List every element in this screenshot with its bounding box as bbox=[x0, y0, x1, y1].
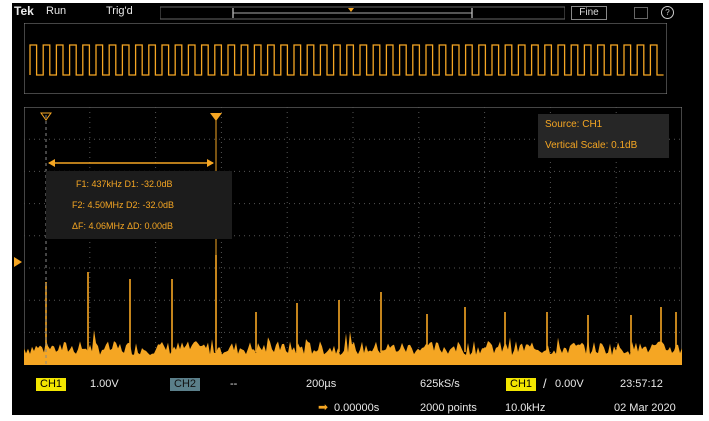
cursor-2-marker bbox=[210, 113, 222, 121]
horizontal-scale[interactable]: 200µs bbox=[306, 378, 337, 390]
run-state[interactable]: Run bbox=[46, 5, 67, 17]
measurement-line-2: F2: 4.50MHz D2: -32.0dB bbox=[72, 200, 175, 210]
ch1-badge[interactable]: CH1 bbox=[36, 378, 67, 391]
help-circle-icon[interactable]: ? bbox=[661, 6, 674, 19]
trigger-level[interactable]: 0.00V bbox=[555, 378, 584, 390]
vertical-scale-label: Vertical Scale: 0.1dB bbox=[545, 140, 638, 151]
source-label: Source: CH1 bbox=[545, 119, 603, 130]
record-view-bar[interactable] bbox=[160, 5, 565, 21]
source-info-box bbox=[538, 114, 669, 158]
level-marker-icon[interactable] bbox=[14, 257, 22, 267]
date-readout: 02 Mar 2020 bbox=[614, 402, 676, 414]
measurement-line-3: ΔF: 4.06MHz ΔD: 0.00dB bbox=[72, 221, 174, 231]
oscilloscope-screen: Tek Run Trig'd Fine ? F1: 437kHz D1: -32… bbox=[12, 3, 703, 415]
trigger-slope-icon: / bbox=[543, 376, 547, 391]
sample-rate: 625kS/s bbox=[420, 378, 460, 390]
noise-floor bbox=[24, 330, 682, 365]
ch2-badge[interactable]: CH2 bbox=[170, 378, 201, 391]
trigger-source-badge[interactable]: CH1 bbox=[506, 378, 537, 391]
clock-time: 23:57:12 bbox=[620, 378, 663, 390]
position-arrow-icon: ➡ bbox=[318, 400, 329, 414]
record-length: 2000 points bbox=[420, 402, 477, 414]
brand-logo: Tek bbox=[14, 4, 34, 18]
trigger-state: Trig'd bbox=[106, 5, 133, 17]
fine-button[interactable]: Fine bbox=[571, 6, 607, 20]
horizontal-position[interactable]: 0.00000s bbox=[334, 402, 380, 414]
cursor-measurement-box bbox=[46, 171, 232, 239]
ch2-value: -- bbox=[230, 378, 238, 390]
time-domain-waveform bbox=[24, 23, 667, 94]
cursor-1-marker bbox=[40, 112, 52, 121]
ch1-scale: 1.00V bbox=[90, 378, 119, 390]
camera-icon[interactable] bbox=[634, 7, 648, 19]
measurement-line-1: F1: 437kHz D1: -32.0dB bbox=[76, 179, 173, 189]
frequency-readout: 10.0kHz bbox=[505, 402, 546, 414]
